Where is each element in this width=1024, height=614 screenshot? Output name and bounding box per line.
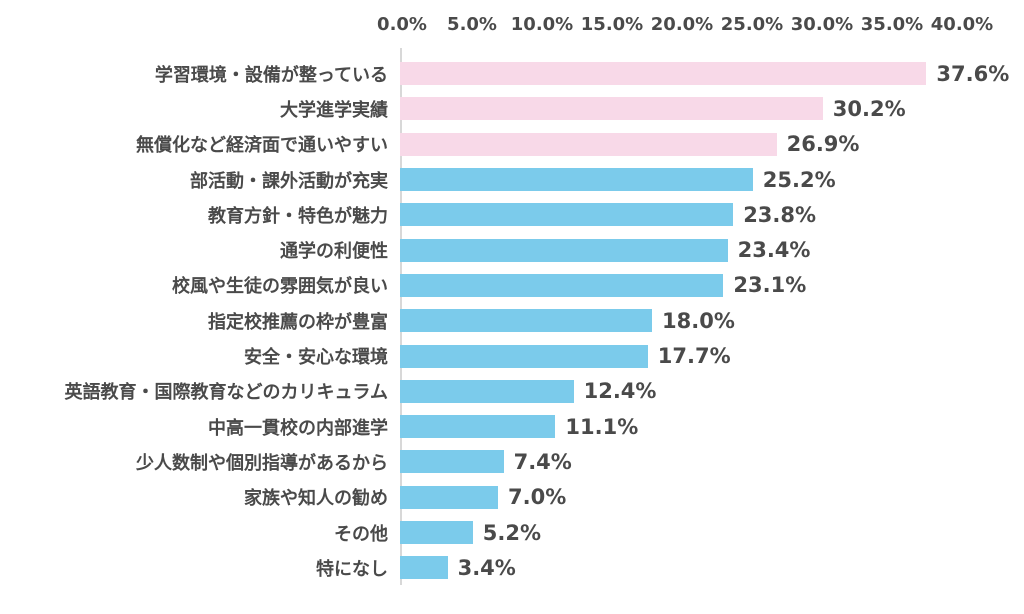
bar — [400, 485, 498, 509]
category-label: 安全・安心な環境 — [244, 347, 388, 369]
x-tick-label: 20.0% — [650, 14, 714, 35]
value-label: 5.2% — [482, 520, 542, 545]
bar-row: 校風や生徒の雰囲気が良い 23.1% — [0, 268, 1024, 303]
x-tick-label: 15.0% — [580, 14, 644, 35]
category-label: 英語教育・国際教育などのカリキュラム — [64, 382, 388, 404]
x-tick-label: 30.0% — [790, 14, 854, 35]
value-label: 11.1% — [565, 414, 639, 439]
x-tick-label: 10.0% — [510, 14, 574, 35]
category-label: 無償化など経済面で通いやすい — [136, 135, 388, 157]
category-label: 大学進学実績 — [280, 99, 388, 121]
bar — [400, 450, 504, 474]
category-label: 指定校推薦の枠が豊富 — [208, 311, 388, 333]
bar-row: 教育方針・特色が魅力 23.8% — [0, 197, 1024, 232]
category-label: 校風や生徒の雰囲気が良い — [172, 276, 388, 298]
category-label: 通学の利便性 — [280, 241, 388, 263]
x-tick-label: 0.0% — [377, 14, 427, 35]
bar-row: 部活動・課外活動が充実 25.2% — [0, 162, 1024, 197]
bar-row: 通学の利便性 23.4% — [0, 232, 1024, 267]
bar-zone: 18.0% — [400, 303, 1024, 338]
bar-row: 大学進学実績 30.2% — [0, 91, 1024, 126]
bar-zone: 12.4% — [400, 374, 1024, 409]
bar-row: 英語教育・国際教育などのカリキュラム 12.4% — [0, 374, 1024, 409]
bar — [400, 62, 927, 86]
bar-zone: 30.2% — [400, 91, 1024, 126]
bar-zone: 23.8% — [400, 197, 1024, 232]
bar-zone: 37.6% — [400, 56, 1024, 91]
bar — [400, 344, 648, 368]
x-tick-label: 5.0% — [447, 14, 497, 35]
bar — [400, 238, 728, 262]
bar — [400, 273, 724, 297]
value-label: 26.9% — [786, 132, 860, 157]
bar-zone: 11.1% — [400, 409, 1024, 444]
bar-zone: 7.4% — [400, 444, 1024, 479]
bar — [400, 132, 777, 156]
bar — [400, 521, 473, 544]
value-label: 23.1% — [733, 273, 807, 298]
value-label: 23.8% — [743, 202, 817, 227]
bar — [400, 203, 734, 227]
value-label: 25.2% — [762, 167, 836, 192]
bar-row: 少人数制や個別指導があるから 7.4% — [0, 444, 1024, 479]
bar-zone: 23.1% — [400, 268, 1024, 303]
x-axis-tick-labels: 0.0% 5.0% 10.0% 15.0% 20.0% 25.0% 30.0% 35.0% 40… — [377, 14, 993, 38]
category-label: 少人数制や個別指導があるから — [136, 452, 388, 474]
category-label: その他 — [334, 523, 388, 545]
x-tick-label: 40.0% — [930, 14, 994, 35]
bar-row: 家族や知人の勧め 7.0% — [0, 480, 1024, 515]
bar-row: 特になし 3.4% — [0, 550, 1024, 585]
bar-row: 中高一貫校の内部進学 11.1% — [0, 409, 1024, 444]
bar — [400, 97, 823, 121]
value-label: 37.6% — [936, 61, 1010, 86]
value-label: 17.7% — [657, 344, 731, 369]
bar — [400, 556, 448, 580]
value-label: 3.4% — [457, 555, 516, 580]
bar-zone: 25.2% — [400, 162, 1024, 197]
bar-zone: 3.4% — [400, 550, 1024, 585]
value-label: 30.2% — [832, 96, 906, 121]
value-label: 18.0% — [662, 308, 735, 333]
x-tick-label: 25.0% — [720, 14, 784, 35]
bar — [400, 379, 574, 403]
bar-zone: 17.7% — [400, 338, 1024, 373]
category-label: 教育方針・特色が魅力 — [208, 205, 388, 227]
value-label: 7.4% — [513, 449, 572, 474]
value-label: 23.4% — [737, 238, 811, 263]
bar-row: 無償化など経済面で通いやすい 26.9% — [0, 127, 1024, 162]
value-label: 12.4% — [583, 379, 657, 404]
bar — [400, 309, 652, 333]
category-label: 部活動・課外活動が充実 — [190, 170, 388, 192]
x-tick-label: 35.0% — [860, 14, 924, 35]
category-label: 特になし — [316, 558, 388, 580]
bar-rows: 学習環境・設備が整っている 37.6% 大学進学実績 30.2% 無償化など経済面で通い… — [0, 56, 1024, 585]
bar-zone: 7.0% — [400, 480, 1024, 515]
category-label: 中高一貫校の内部進学 — [208, 417, 388, 439]
bar — [400, 415, 556, 439]
bar — [400, 168, 753, 192]
category-label: 家族や知人の勧め — [244, 488, 388, 510]
bar-row: その他 5.2% — [0, 515, 1024, 550]
bar-zone: 26.9% — [400, 127, 1024, 162]
bar-zone: 5.2% — [400, 515, 1024, 550]
bar-row: 安全・安心な環境 17.7% — [0, 338, 1024, 373]
bar-zone: 23.4% — [400, 232, 1024, 267]
category-label: 学習環境・設備が整っている — [154, 64, 388, 86]
bar-row: 指定校推薦の枠が豊富 18.0% — [0, 303, 1024, 338]
value-label: 7.0% — [508, 485, 567, 510]
bar-row: 学習環境・設備が整っている 37.6% — [0, 56, 1024, 91]
